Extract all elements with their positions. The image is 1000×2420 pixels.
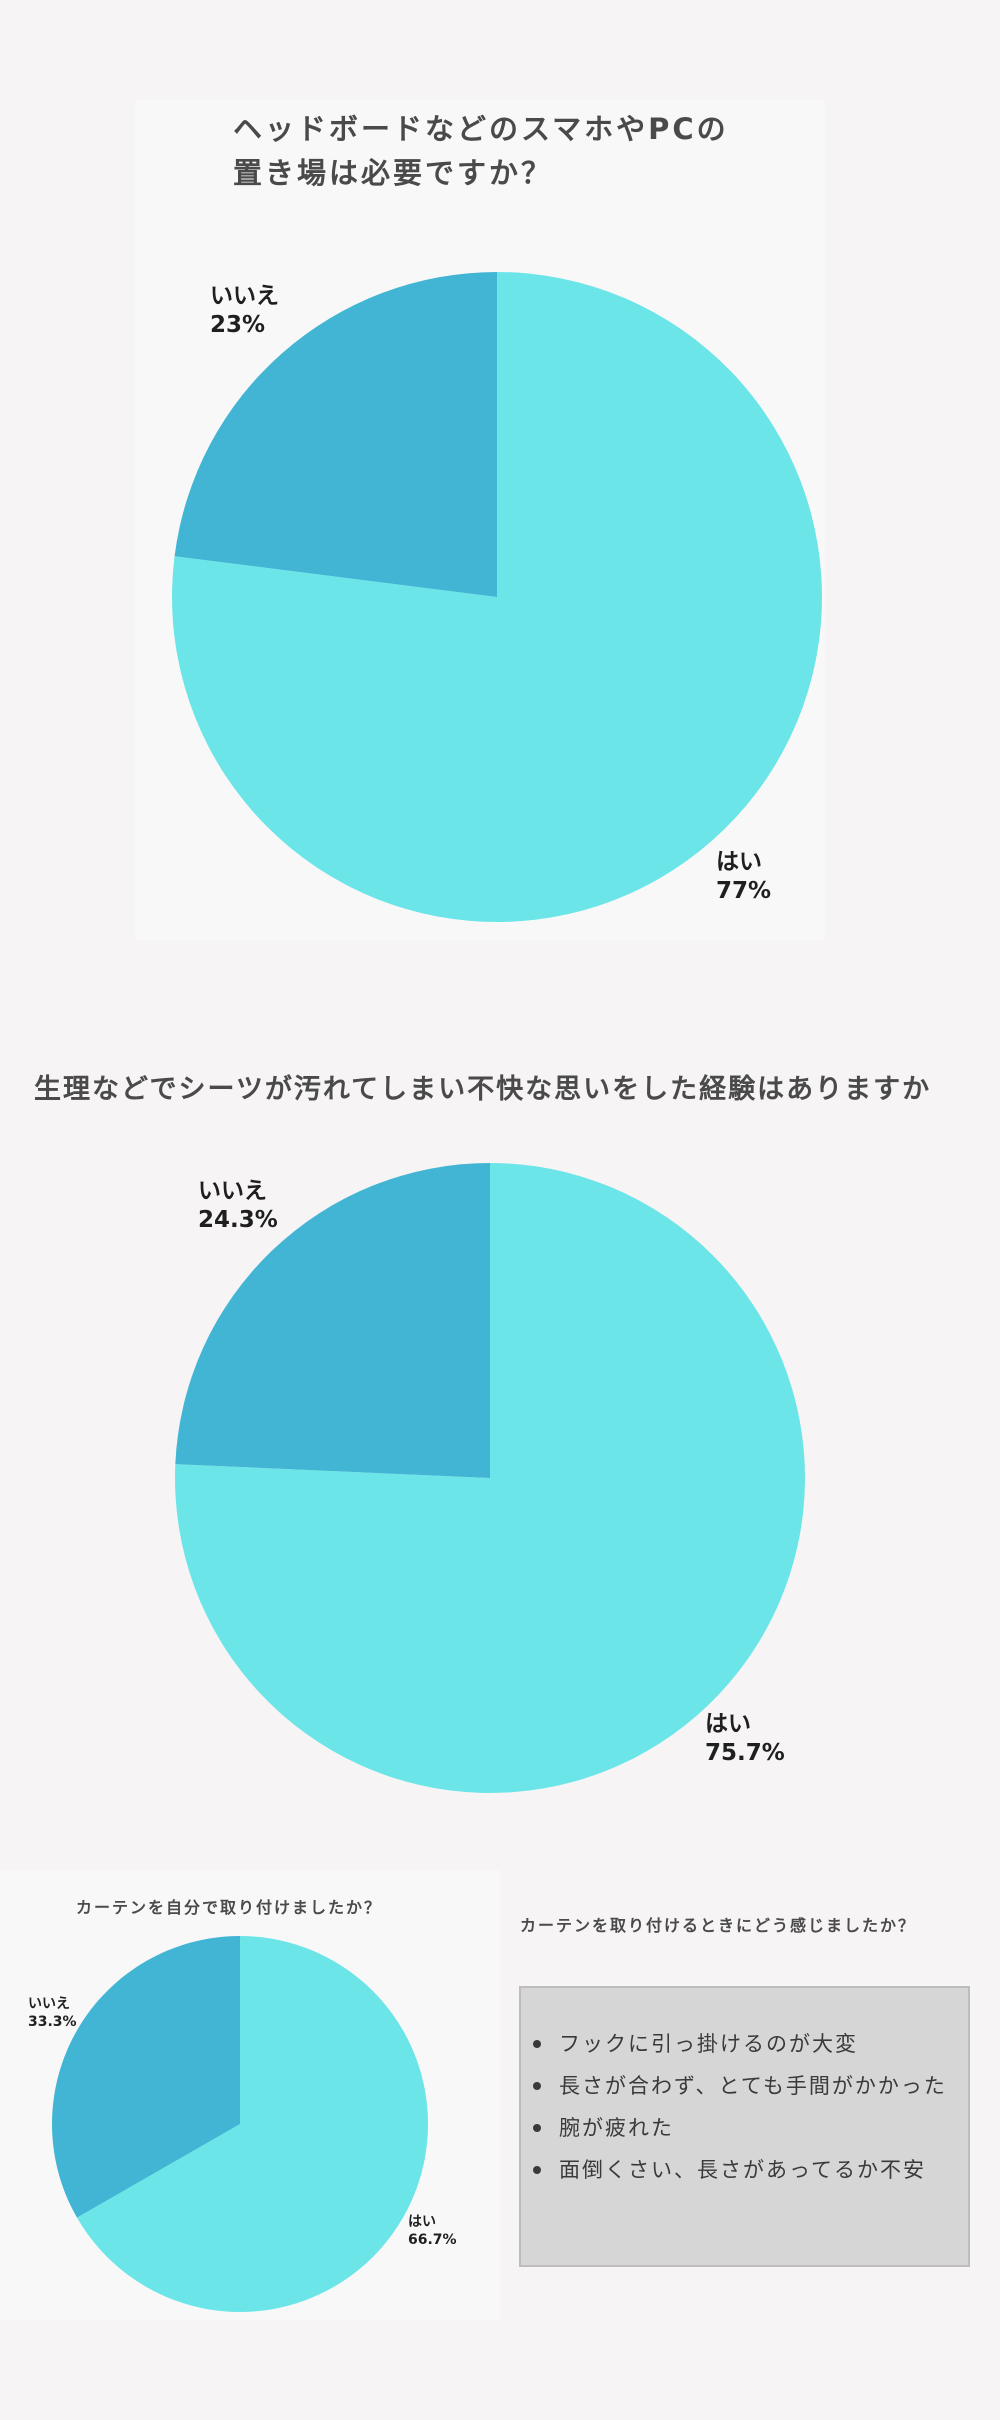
bullet-icon — [533, 2040, 541, 2048]
chart-3-label-no-value: 33.3% — [28, 2013, 77, 2030]
pie-slice-yes — [171, 272, 822, 922]
feedback-item: 長さが合わず、とても手間がかかった — [525, 2065, 968, 2107]
feedback-title: カーテンを取り付けるときにどう感じましたか？ — [520, 1916, 917, 1935]
feedback-box: フックに引っ掛けるのが大変 長さが合わず、とても手間がかかった 腕が疲れた 面倒… — [519, 1986, 970, 2267]
pie-slice-yes — [174, 1163, 805, 1793]
chart-1-section: ヘッドボードなどのスマホやPCの 置き場は必要ですか？ はい 77% いいえ 2… — [0, 0, 1000, 990]
chart-1-label-yes-value: 77% — [716, 877, 772, 904]
chart-1-label-yes: はい 77% — [716, 848, 771, 906]
chart-3-label-yes-name: はい — [408, 2214, 436, 2230]
chart-1-title-line-2: 置き場は必要ですか？ — [233, 155, 554, 190]
feedback-item-text: 長さが合わず、とても手間がかかった — [559, 2074, 947, 2098]
feedback-item: 腕が疲れた — [525, 2107, 968, 2149]
chart-2-section: 生理などでシーツが汚れてしまい不快な思いをした経験はありますか はい 75.7%… — [0, 1040, 1000, 1840]
chart-3-label-yes-value: 66.7% — [408, 2231, 457, 2248]
chart-3-label-yes: はい 66.7% — [408, 2214, 457, 2249]
feedback-item: 面倒くさい、長さがあってるか不安 — [525, 2149, 968, 2191]
feedback-list: フックに引っ掛けるのが大変 長さが合わず、とても手間がかかった 腕が疲れた 面倒… — [525, 2023, 968, 2191]
chart-2-label-no: いいえ 24.3% — [198, 1177, 278, 1235]
bullet-icon — [533, 2082, 541, 2090]
chart-2-label-yes: はい 75.7% — [705, 1710, 785, 1768]
chart-1-label-no: いいえ 23% — [210, 282, 279, 340]
chart-2-label-no-value: 24.3% — [198, 1206, 278, 1233]
chart-2-label-yes-name: はい — [705, 1711, 751, 1737]
chart-2-label-no-name: いいえ — [198, 1178, 267, 1204]
chart-2-label-yes-value: 75.7% — [705, 1739, 785, 1766]
chart-3-title: カーテンを自分で取り付けましたか？ — [76, 1896, 382, 1920]
pie-slice-yes — [76, 1936, 428, 2312]
bullet-icon — [533, 2166, 541, 2174]
chart-2-pie — [174, 1163, 805, 1793]
feedback-item: フックに引っ掛けるのが大変 — [525, 2023, 968, 2065]
feedback-item-text: 腕が疲れた — [559, 2116, 674, 2140]
feedback-item-text: フックに引っ掛けるのが大変 — [559, 2032, 858, 2056]
chart-2-title-line-1: 生理などでシーツが汚れてしまい不快な思いをした経験はありますか — [34, 1074, 932, 1105]
chart-1-label-yes-name: はい — [716, 849, 762, 875]
chart-3-label-no-name: いいえ — [28, 1996, 70, 2012]
chart-1-title: ヘッドボードなどのスマホやPCの 置き場は必要ですか？ — [233, 108, 729, 195]
chart-3-section: カーテンを自分で取り付けましたか？ はい 66.7% いいえ 33.3% カーテ… — [0, 1870, 1000, 2420]
feedback-item-text: 面倒くさい、長さがあってるか不安 — [559, 2158, 926, 2182]
pie-slice-no — [174, 272, 497, 597]
chart-1-pie — [171, 272, 822, 922]
chart-2-title: 生理などでシーツが汚れてしまい不快な思いをした経験はありますか — [34, 1070, 931, 1111]
chart-1-label-no-value: 23% — [210, 311, 266, 338]
chart-1-label-no-name: いいえ — [210, 283, 279, 309]
chart-3-title-line-1: カーテンを自分で取り付けましたか？ — [76, 1898, 383, 1917]
chart-3-pie — [51, 1936, 428, 2312]
chart-3-label-no: いいえ 33.3% — [28, 1996, 77, 2031]
chart-1-title-line-1: ヘッドボードなどのスマホやPCの — [233, 112, 729, 146]
bullet-icon — [533, 2124, 541, 2132]
pie-slice-no — [51, 1936, 241, 2218]
pie-slice-no — [175, 1163, 491, 1478]
